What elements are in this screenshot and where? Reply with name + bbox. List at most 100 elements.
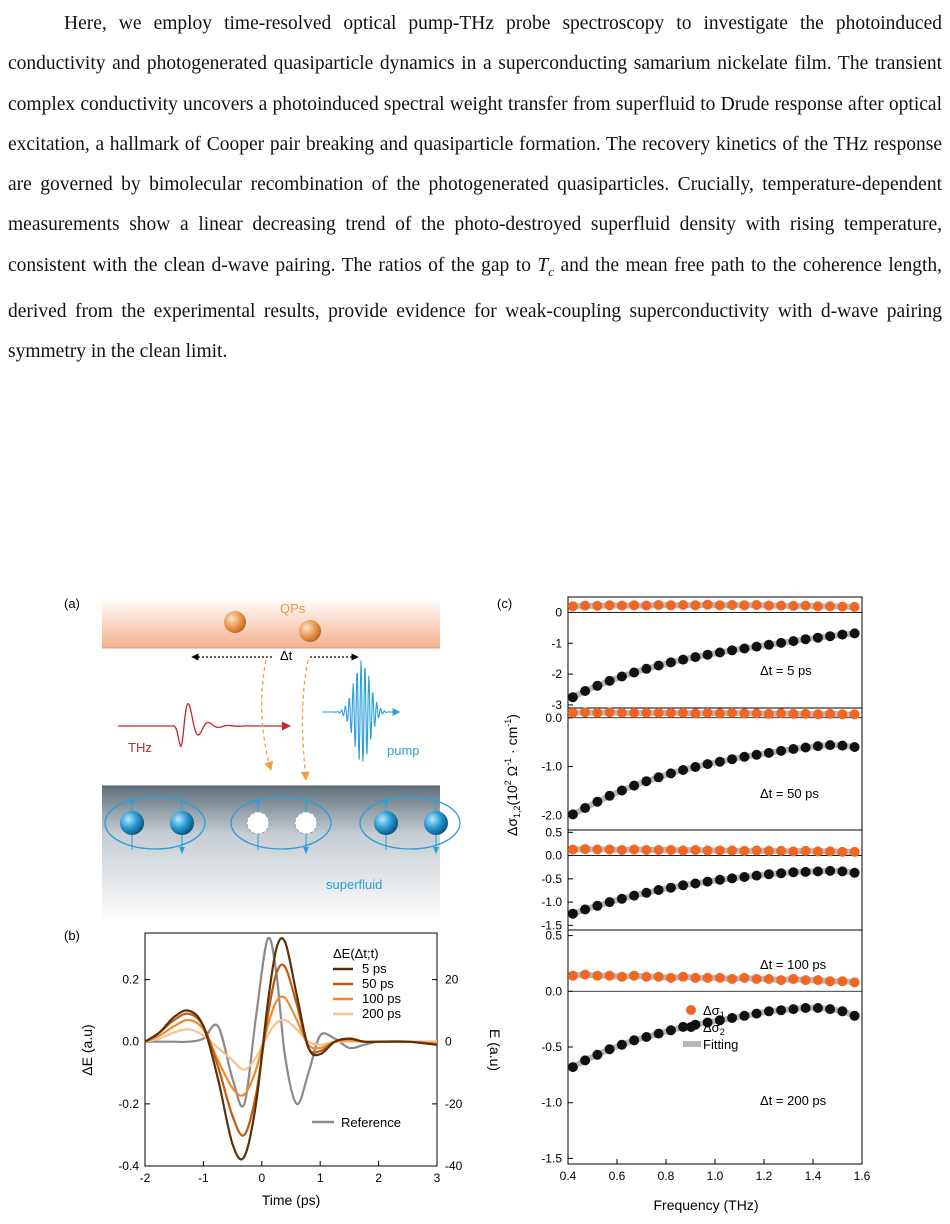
c-ytick-label: 0 xyxy=(555,605,562,619)
sigma1-point xyxy=(849,846,860,857)
fit-curve xyxy=(569,709,858,718)
sigma1-point xyxy=(727,845,738,856)
sigma1-point xyxy=(678,845,689,856)
sigma1-point xyxy=(580,707,591,718)
sigma1-point xyxy=(812,601,823,612)
subplot-4: -1.5 -1.0 -0.5 0.0 0.5 Δt = 200 ps xyxy=(541,929,863,1165)
sigma1-point xyxy=(580,844,591,855)
breaking-arrow-1 xyxy=(261,659,274,771)
sigma1-point xyxy=(714,972,725,983)
sigma2-point xyxy=(727,1013,738,1023)
c-ytick-label: 0.0 xyxy=(545,849,562,863)
panel-c-label: (c) xyxy=(497,596,512,611)
sigma1-point xyxy=(641,707,652,718)
fit-curve xyxy=(569,867,858,917)
b-series-200-ps xyxy=(144,1018,437,1071)
sigma2-point xyxy=(714,756,725,767)
pump-pulse-waveform xyxy=(322,660,401,762)
sigma2-point xyxy=(837,1006,848,1017)
sigma1-point xyxy=(812,846,823,857)
subplot-frame xyxy=(567,707,863,831)
b-xtick-label: 3 xyxy=(434,1171,441,1185)
breaking-arrow-2 xyxy=(300,659,310,781)
electron-ball xyxy=(120,811,144,835)
c-ytick-label: 0.5 xyxy=(545,929,562,943)
sigma1-point xyxy=(825,976,836,987)
sigma1-point xyxy=(567,707,578,718)
sigma1-point xyxy=(812,975,823,986)
panel-b-ylabel-right: E (a.u) xyxy=(487,1029,503,1071)
sigma1-point xyxy=(763,708,774,719)
sigma1-point xyxy=(604,844,615,855)
sigma2-point xyxy=(592,680,603,691)
sigma1-point xyxy=(849,709,860,720)
sigma2-point xyxy=(629,667,640,678)
ylabel-main: Δσ xyxy=(504,818,520,836)
sigma2-point xyxy=(580,1055,591,1066)
sigma2-point xyxy=(641,1032,652,1042)
sigma1-point xyxy=(739,972,750,983)
sigma1-point xyxy=(702,599,713,610)
c-ytick-label: -2 xyxy=(551,667,562,681)
sigma1-point xyxy=(727,974,738,984)
sigma1-point xyxy=(714,845,725,856)
sigma1-point xyxy=(812,709,823,720)
b-ytick-label: -0.4 xyxy=(118,1159,139,1173)
sigma1-point xyxy=(653,971,664,982)
sigma1-point xyxy=(788,846,799,857)
c-ytick-label: -0.5 xyxy=(541,1040,562,1054)
c-ytick-label: -1.0 xyxy=(541,1096,562,1110)
b-xtick-label: -1 xyxy=(198,1171,209,1185)
sigma2-point xyxy=(629,890,640,901)
sigma2-point xyxy=(580,803,591,813)
c-xtick-label: 0.8 xyxy=(658,1169,675,1183)
sigma1-point xyxy=(788,708,799,719)
sigma1-point xyxy=(580,969,591,980)
sigma2-point xyxy=(592,1049,603,1060)
panel-b-label: (b) xyxy=(64,928,80,943)
sigma2-point xyxy=(751,749,762,760)
c-ytick-label: -1.0 xyxy=(541,760,562,774)
sigma1-point xyxy=(763,600,774,611)
sigma2-point xyxy=(751,641,762,652)
sigma2-point xyxy=(849,742,860,752)
sigma2-point xyxy=(665,768,676,779)
sigma1-point xyxy=(849,977,860,988)
superfluid-label: superfluid xyxy=(326,877,382,892)
sigma2-point xyxy=(604,675,615,686)
subplot-2: -2.0 -1.0 0.0 Δt = 50 ps xyxy=(541,707,863,831)
sigma2-point xyxy=(653,772,664,783)
legend-label-5-ps: 5 ps xyxy=(362,961,387,976)
qps-label: QPs xyxy=(280,601,306,616)
sigma1-point xyxy=(665,707,676,718)
panel-b-ylabel-left: ΔE (a.u) xyxy=(79,1024,95,1075)
sigma2-point xyxy=(629,780,640,791)
sigma1-point xyxy=(665,845,676,855)
empty-site xyxy=(246,811,270,835)
sigma2-point xyxy=(800,1003,811,1013)
paragraph-text-2: and the mean free path to the coherence … xyxy=(8,254,942,363)
sigma1-point xyxy=(702,972,713,983)
sigma1-point xyxy=(653,600,664,610)
sigma1-point xyxy=(837,846,848,857)
ylabel-part1: (10 xyxy=(504,785,520,805)
b-xtick-label: 1 xyxy=(317,1171,324,1185)
c-ytick-label: -2.0 xyxy=(541,808,562,822)
superconductor-layer xyxy=(102,786,440,922)
sigma2-point xyxy=(580,686,591,696)
quasiparticle-layer xyxy=(102,598,440,648)
sigma2-point xyxy=(825,631,836,642)
sigma1-point xyxy=(592,844,603,855)
sigma2-point xyxy=(788,867,799,878)
sigma1-point xyxy=(837,709,848,720)
sigma2-point xyxy=(616,893,627,904)
sigma1-point xyxy=(776,845,787,856)
sigma2-point xyxy=(665,882,676,893)
sigma1-point xyxy=(604,707,615,718)
sigma2-point xyxy=(800,742,811,753)
c-ytick-label: -1.0 xyxy=(541,895,562,909)
sigma1-point xyxy=(567,601,578,612)
legend-label-100-ps: 100 ps xyxy=(362,991,402,1006)
sigma1-point xyxy=(751,600,762,610)
